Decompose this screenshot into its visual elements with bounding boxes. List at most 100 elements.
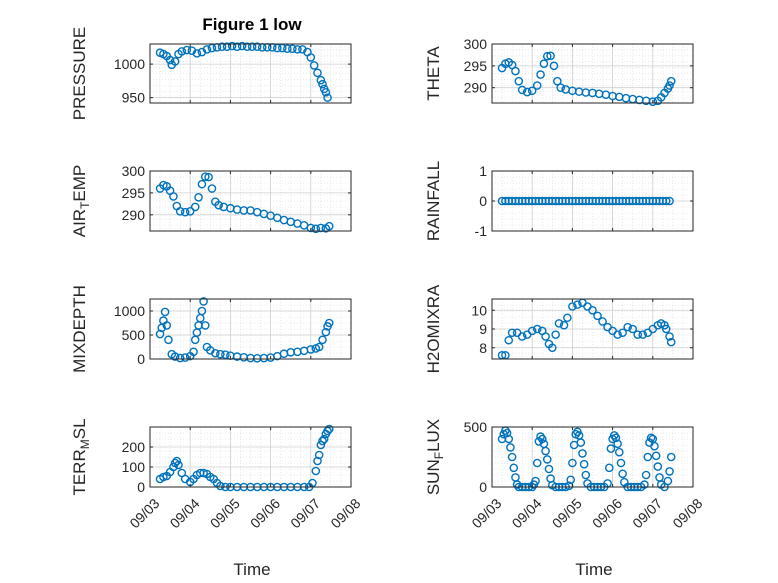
data-point <box>579 459 589 469</box>
y-axis-label: PRESSURE <box>70 27 89 121</box>
data-point <box>175 353 185 363</box>
data-point <box>314 450 324 460</box>
data-point <box>507 328 517 338</box>
data-point <box>252 42 262 51</box>
data-point <box>598 317 607 326</box>
series-markers <box>497 51 676 106</box>
data-point <box>517 332 527 341</box>
data-point <box>531 476 540 486</box>
axes-box <box>149 426 352 488</box>
data-point <box>207 184 217 193</box>
data-point <box>581 470 591 480</box>
subplot-5: 0 500 1000 MIXDEPTH <box>70 285 352 373</box>
data-point <box>618 328 627 338</box>
data-point <box>314 342 324 352</box>
data-point <box>309 61 319 70</box>
data-point <box>221 350 230 359</box>
data-point <box>616 458 626 468</box>
y-axis-label: THETA <box>424 46 443 101</box>
series-markers <box>155 297 334 363</box>
data-point <box>643 452 653 462</box>
data-point <box>293 45 302 54</box>
data-point <box>576 438 586 447</box>
data-point <box>553 76 562 86</box>
data-point <box>613 439 622 449</box>
data-point <box>593 311 602 321</box>
data-point <box>165 55 175 65</box>
data-point <box>539 59 549 68</box>
data-point <box>559 320 569 330</box>
data-point <box>306 223 316 233</box>
data-point <box>174 460 183 470</box>
data-point <box>665 196 674 206</box>
data-point <box>324 424 334 434</box>
data-point <box>313 456 322 466</box>
y-tick-label: 10 <box>471 302 487 318</box>
data-point <box>200 172 210 181</box>
data-point <box>199 297 208 306</box>
data-point <box>211 348 220 358</box>
y-tick-label: 9 <box>479 321 487 337</box>
y-tick-label: 295 <box>464 58 488 74</box>
data-point <box>321 87 331 97</box>
data-point <box>318 436 327 446</box>
axes-box <box>149 43 352 104</box>
grid <box>149 427 352 488</box>
data-point <box>194 192 203 202</box>
data-point <box>197 306 207 316</box>
data-point <box>578 449 587 458</box>
data-point <box>169 192 178 201</box>
data-point <box>232 42 242 51</box>
data-point <box>507 452 517 462</box>
data-point <box>502 428 512 438</box>
data-point <box>506 443 515 452</box>
data-point <box>666 76 676 86</box>
data-point <box>661 196 671 206</box>
y-tick-label: 0 <box>479 479 487 495</box>
y-axis-label: RAINFALL <box>424 161 443 241</box>
data-point <box>170 352 180 361</box>
y-tick-label: 500 <box>122 327 146 343</box>
xlabel-left: Time <box>233 560 270 579</box>
axes-box <box>491 426 694 488</box>
data-point <box>532 81 542 90</box>
data-point <box>640 480 649 489</box>
y-tick-label: 200 <box>122 439 146 455</box>
y-tick-label: 295 <box>122 185 146 201</box>
data-point <box>288 44 297 53</box>
data-point <box>613 330 622 339</box>
data-point <box>216 481 225 491</box>
y-axis-label: TERRMSL <box>70 418 92 495</box>
series-markers <box>497 196 674 206</box>
data-point <box>651 451 661 461</box>
axes-box <box>149 298 352 360</box>
data-point <box>527 86 537 96</box>
data-point <box>172 456 182 466</box>
data-point <box>242 42 252 51</box>
data-point <box>160 307 170 317</box>
data-point <box>568 458 577 468</box>
data-point <box>200 321 210 330</box>
data-point <box>542 455 552 464</box>
data-point <box>666 337 676 347</box>
data-point <box>537 434 547 444</box>
data-point <box>568 302 577 311</box>
y-tick-label: 500 <box>464 419 488 435</box>
data-point <box>323 93 332 102</box>
y-axis-label: MIXDEPTH <box>70 285 89 373</box>
data-point <box>546 51 555 61</box>
subplot-6: 8 9 10 H2OMIXRA <box>424 284 694 373</box>
y-tick-label: 100 <box>122 459 146 475</box>
data-point <box>324 221 334 231</box>
data-point <box>517 85 527 95</box>
series-markers <box>155 172 334 234</box>
data-point <box>618 469 627 479</box>
data-point <box>216 349 225 359</box>
data-point <box>522 87 532 97</box>
y-tick-label: 1000 <box>114 303 145 319</box>
data-point <box>185 206 195 216</box>
data-point <box>532 458 542 468</box>
y-axis-label: H2OMIXRA <box>424 284 443 373</box>
subplot-1: 950 1000 PRESSURE <box>70 27 352 121</box>
